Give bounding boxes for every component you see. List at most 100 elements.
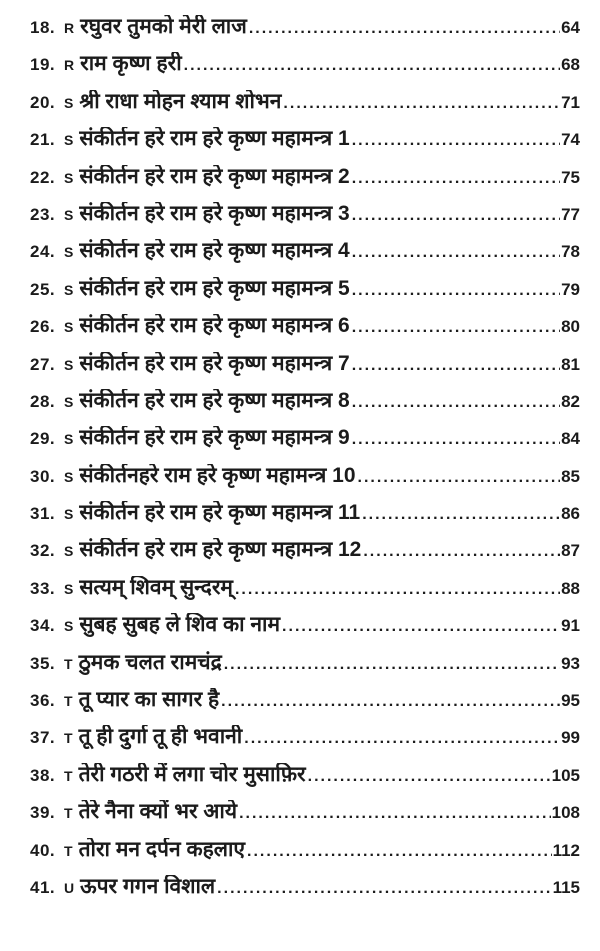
entry-number: 28. [30, 391, 56, 411]
entry-number: 20. [30, 92, 56, 112]
toc-entry: 29. S संकीर्तन हरे राम हरे कृष्ण महामन्त… [30, 426, 580, 463]
dot-leader [244, 730, 560, 748]
entry-title: संकीर्तन हरे राम हरे कृष्ण महामन्त्र 8 [79, 388, 350, 412]
dot-leader [235, 581, 560, 599]
entry-number: 25. [30, 279, 56, 299]
entry-letter-prefix: T [64, 730, 73, 747]
toc-entry: 20. S श्री राधा मोहन श्याम शोभन 71 [30, 90, 580, 127]
entry-page-number: 93 [561, 653, 580, 673]
dot-leader [358, 469, 561, 487]
entry-number: 39. [30, 803, 56, 823]
entry-title: सुबह सुबह ले शिव का नाम [79, 613, 281, 637]
entry-page-number: 86 [561, 504, 580, 524]
entry-title: तू प्यार का सागर है [78, 688, 220, 712]
entry-page-number: 81 [561, 354, 580, 374]
entry-page-number: 77 [561, 204, 580, 224]
entry-title: श्री राधा मोहन श्याम शोभन [79, 89, 282, 113]
entry-title: संकीर्तन हरे राम हरे कृष्ण महामन्त्र 4 [79, 239, 350, 263]
entry-number: 41. [30, 877, 56, 897]
dot-leader [352, 282, 560, 300]
toc-entry: 39. T तेरे नैना क्यों भर आये 108 [30, 800, 580, 837]
entry-title: संकीर्तन हरे राम हरे कृष्ण महामन्त्र 7 [79, 351, 350, 375]
dot-leader [362, 506, 560, 524]
entry-number: 36. [30, 691, 56, 711]
entry-page-number: 91 [561, 616, 580, 636]
toc-entry: 32. S संकीर्तन हरे राम हरे कृष्ण महामन्त… [30, 538, 580, 575]
entry-letter-prefix: T [64, 842, 73, 859]
entry-number: 29. [30, 429, 56, 449]
dot-leader [352, 319, 560, 337]
entry-number: 35. [30, 653, 56, 673]
toc-entry: 40. T तोरा मन दर्पन कहलाए 112 [30, 838, 580, 875]
dot-leader [247, 843, 552, 861]
toc-entry: 27. S संकीर्तन हरे राम हरे कृष्ण महामन्त… [30, 352, 580, 389]
dot-leader [352, 394, 560, 412]
dot-leader [282, 618, 560, 636]
dot-leader [363, 543, 560, 561]
toc-entry: 23. S संकीर्तन हरे राम हरे कृष्ण महामन्त… [30, 202, 580, 239]
dot-leader [352, 132, 560, 150]
toc-entry: 26. S संकीर्तन हरे राम हरे कृष्ण महामन्त… [30, 314, 580, 351]
dot-leader [283, 95, 560, 113]
entry-letter-prefix: S [64, 468, 74, 485]
entry-number: 31. [30, 504, 56, 524]
entry-title: संकीर्तन हरे राम हरे कृष्ण महामन्त्र 12 [79, 538, 362, 562]
entry-number: 26. [30, 317, 56, 337]
entry-title: संकीर्तन हरे राम हरे कृष्ण महामन्त्र 9 [79, 426, 350, 450]
entry-number: 19. [30, 55, 56, 75]
dot-leader [308, 768, 551, 786]
toc-list: 18. R रघुवर तुमको मेरी लाज 64 19. R राम … [30, 15, 580, 912]
toc-entry: 30. S संकीर्तनहरे राम हरे कृष्ण महामन्त्… [30, 464, 580, 501]
entry-page-number: 115 [552, 877, 580, 897]
entry-page-number: 95 [561, 691, 580, 711]
entry-number: 37. [30, 728, 56, 748]
entry-title: संकीर्तन हरे राम हरे कृष्ण महामन्त्र 6 [79, 314, 350, 338]
entry-page-number: 79 [561, 279, 580, 299]
entry-letter-prefix: S [64, 319, 74, 336]
entry-page-number: 80 [561, 317, 580, 337]
entry-title: संकीर्तन हरे राम हरे कृष्ण महामन्त्र 5 [79, 276, 350, 300]
entry-title: राम कृष्ण हरी [80, 52, 182, 76]
toc-entry: 28. S संकीर्तन हरे राम हरे कृष्ण महामन्त… [30, 389, 580, 426]
dot-leader [352, 357, 560, 375]
toc-entry: 21. S संकीर्तन हरे राम हरे कृष्ण महामन्त… [30, 127, 580, 164]
entry-letter-prefix: S [64, 206, 74, 223]
entry-page-number: 68 [561, 55, 580, 75]
dot-leader [221, 693, 560, 711]
dot-leader [217, 880, 551, 898]
entry-page-number: 78 [561, 242, 580, 262]
entry-page-number: 85 [561, 466, 580, 486]
entry-number: 40. [30, 840, 56, 860]
entry-title: संकीर्तनहरे राम हरे कृष्ण महामन्त्र 10 [79, 463, 356, 487]
entry-letter-prefix: S [64, 132, 74, 149]
entry-page-number: 82 [561, 391, 580, 411]
toc-entry: 18. R रघुवर तुमको मेरी लाज 64 [30, 15, 580, 52]
entry-number: 24. [30, 242, 56, 262]
entry-page-number: 112 [552, 840, 580, 860]
entry-title: तोरा मन दर्पन कहलाए [78, 837, 246, 861]
toc-entry: 36. T तू प्यार का सागर है 95 [30, 688, 580, 725]
entry-title: तू ही दुर्गा तू ही भवानी [78, 725, 243, 749]
toc-entry: 31. S संकीर्तन हरे राम हरे कृष्ण महामन्त… [30, 501, 580, 538]
toc-entry: 35. T ठुमक चलत रामचंद्र 93 [30, 651, 580, 688]
entry-title: तेरी गठरी में लगा चोर मुसाफ़िर [78, 762, 306, 786]
entry-page-number: 71 [561, 92, 580, 112]
entry-letter-prefix: R [64, 57, 75, 74]
entry-number: 32. [30, 541, 56, 561]
toc-entry: 41. U ऊपर गगन विशाल 115 [30, 875, 580, 912]
entry-page-number: 99 [561, 728, 580, 748]
entry-title: ऊपर गगन विशाल [80, 874, 216, 898]
entry-number: 33. [30, 578, 56, 598]
entry-letter-prefix: S [64, 169, 74, 186]
entry-number: 23. [30, 204, 56, 224]
entry-title: तेरे नैना क्यों भर आये [78, 800, 238, 824]
entry-number: 18. [30, 18, 56, 37]
dot-leader [352, 207, 560, 225]
entry-number: 22. [30, 167, 56, 187]
toc-entry: 34. S सुबह सुबह ले शिव का नाम 91 [30, 613, 580, 650]
entry-number: 34. [30, 616, 56, 636]
entry-page-number: 105 [551, 765, 580, 785]
toc-entry: 38. T तेरी गठरी में लगा चोर मुसाफ़िर 105 [30, 763, 580, 800]
entry-letter-prefix: S [64, 356, 74, 373]
